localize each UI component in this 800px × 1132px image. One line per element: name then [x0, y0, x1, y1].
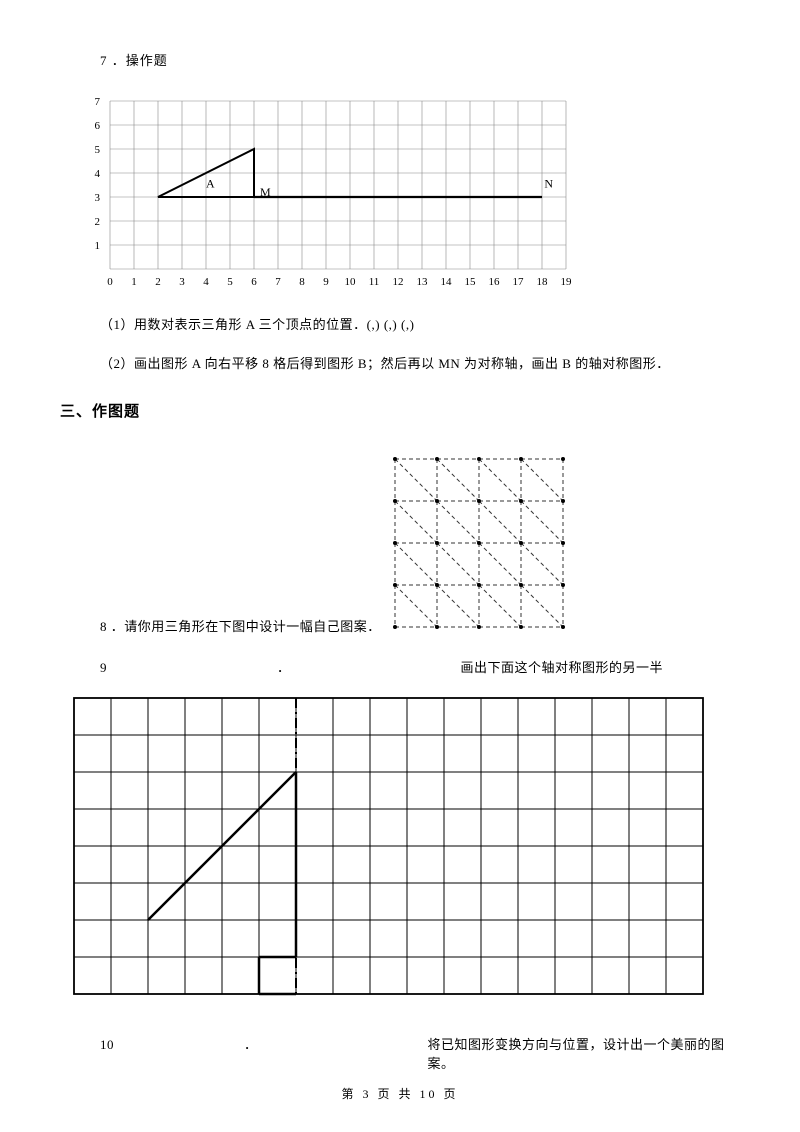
q9-row: 9 ． 画出下面这个轴对称图形的另一半: [100, 657, 740, 676]
q10-row: 10 ． 将已知图形变换方向与位置，设计出一个美丽的图案。: [100, 1034, 740, 1072]
q9-grid: [70, 694, 740, 1004]
footer-c: 页: [438, 1087, 459, 1101]
svg-text:7: 7: [275, 276, 281, 288]
svg-text:7: 7: [95, 96, 101, 108]
svg-text:10: 10: [345, 276, 357, 288]
svg-text:13: 13: [417, 276, 429, 288]
section-3-title: 三、作图题: [60, 400, 740, 421]
q9-dot: ．: [277, 657, 291, 676]
svg-text:18: 18: [537, 276, 549, 288]
q7-sub2: （2）画出图形 A 向右平移 8 格后得到图形 B；然后再以 MN 为对称轴，画…: [100, 353, 740, 372]
page-footer: 第 3 页 共 10 页: [0, 1085, 800, 1102]
svg-text:6: 6: [251, 276, 257, 288]
svg-text:11: 11: [369, 276, 380, 288]
svg-text:0: 0: [107, 276, 113, 288]
q7-sub1: （1）用数对表示三角形 A 三个顶点的位置．(,) (,) (,): [100, 314, 740, 333]
svg-text:15: 15: [465, 276, 477, 288]
q10-text: 将已知图形变换方向与位置，设计出一个美丽的图案。: [428, 1034, 740, 1072]
svg-text:9: 9: [323, 276, 329, 288]
q8-row: 8 ．请你用三角形在下图中设计一幅自己图案．: [100, 449, 740, 639]
svg-text:N: N: [544, 176, 553, 190]
q8-grid: [385, 449, 575, 639]
footer-a: 第: [341, 1087, 362, 1101]
q7-title: 7 ．操作题: [100, 50, 740, 69]
svg-text:14: 14: [441, 276, 453, 288]
svg-text:16: 16: [489, 276, 501, 288]
svg-text:5: 5: [227, 276, 233, 288]
svg-text:8: 8: [299, 276, 305, 288]
svg-text:A: A: [206, 176, 215, 190]
q10-dot: ．: [244, 1034, 258, 1053]
svg-text:2: 2: [95, 216, 101, 228]
svg-text:6: 6: [95, 120, 101, 132]
q10-num: 10: [100, 1037, 114, 1053]
svg-text:3: 3: [179, 276, 185, 288]
page: 7 ．操作题 123456701234567891011121314151617…: [0, 0, 800, 1132]
svg-text:M: M: [260, 185, 271, 199]
svg-text:19: 19: [561, 276, 573, 288]
svg-text:1: 1: [131, 276, 137, 288]
q8-text: 8 ．请你用三角形在下图中设计一幅自己图案．: [100, 616, 381, 639]
svg-text:4: 4: [95, 168, 101, 180]
svg-text:3: 3: [95, 192, 101, 204]
svg-text:5: 5: [95, 144, 101, 156]
q9-num: 9: [100, 660, 107, 676]
footer-b: 页 共: [371, 1087, 419, 1101]
footer-total: 10: [420, 1087, 438, 1101]
svg-text:17: 17: [513, 276, 525, 288]
svg-text:1: 1: [95, 240, 101, 252]
q9-text: 画出下面这个轴对称图形的另一半: [461, 657, 664, 676]
q7-chart: 1234567012345678910111213141516171819AMN: [80, 89, 740, 294]
svg-text:2: 2: [155, 276, 161, 288]
svg-text:12: 12: [393, 276, 404, 288]
svg-text:4: 4: [203, 276, 209, 288]
